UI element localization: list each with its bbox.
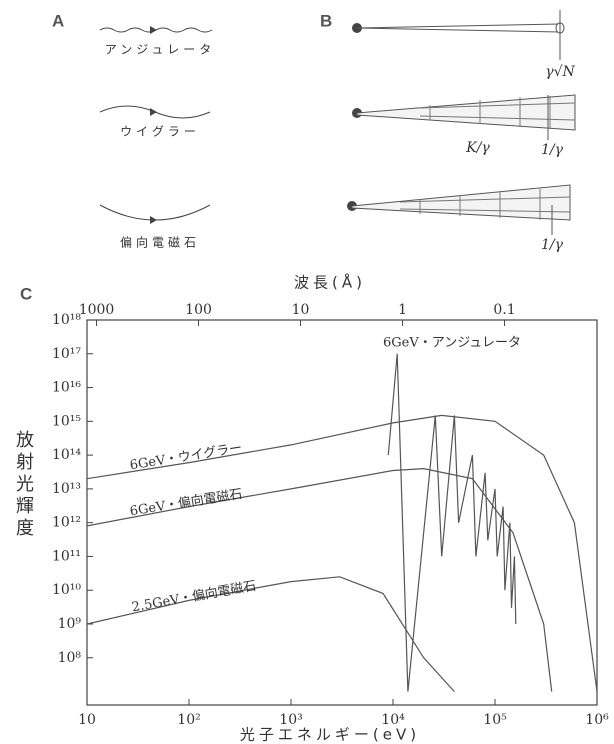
series-label: 6GeV・偏向電磁石 (129, 486, 244, 520)
fan-grid (419, 96, 576, 129)
arrow (150, 108, 157, 116)
series-label: 6GeV・アンジュレータ (383, 336, 521, 351)
item-label: ウイグラー (120, 125, 200, 139)
annotation: γ√N (545, 64, 575, 80)
annotation: 1/γ (541, 142, 564, 158)
y-tick-label: 10⁹ (58, 616, 82, 632)
x2-tick-label: 100 (185, 302, 212, 318)
y-tick-label: 10¹² (52, 515, 81, 531)
cone (356, 23, 561, 33)
plot-area (87, 353, 597, 693)
series-label: 6GeV・ウイグラー (129, 441, 243, 474)
fan-grid (399, 189, 571, 220)
x2-tick-label: 1000 (79, 302, 115, 318)
panel-label: B (320, 11, 332, 30)
panel-label: A (52, 11, 64, 30)
annotation: K/γ (465, 140, 490, 156)
series-line (87, 467, 553, 692)
y-tick-label: 10⁸ (58, 650, 82, 666)
x-tick-label: 10 (78, 712, 96, 728)
y-tick-label: 10¹¹ (52, 548, 81, 564)
series-line (87, 576, 455, 693)
fan (351, 184, 571, 221)
y-tick-label: 10¹³ (52, 481, 81, 497)
fan (356, 94, 576, 131)
item-label: 偏向電磁石 (120, 235, 200, 250)
y-tick-label: 10¹⁷ (52, 346, 81, 362)
bend-path (99, 204, 211, 221)
y-tick-label: 10¹⁸ (52, 312, 81, 328)
item-label: アンジュレータ (105, 43, 215, 57)
series-line (387, 353, 517, 692)
x-tick-label: 10² (177, 712, 200, 728)
y-tick-label: 10¹⁴ (52, 447, 81, 463)
x2-tick-label: 10 (292, 302, 310, 318)
annotation: 1/γ (541, 237, 564, 253)
x2-axis-title: 波長(Å) (294, 273, 366, 292)
x-tick-label: 10⁵ (483, 712, 507, 728)
arrow (150, 26, 157, 34)
x-tick-label: 10⁴ (381, 712, 405, 728)
x-tick-label: 10⁶ (585, 712, 609, 728)
y-axis-title: 放射光輝度 (13, 430, 34, 540)
plot-frame (86, 319, 598, 706)
series-line (87, 414, 597, 692)
series-label: 2.5GeV・偏向電磁石 (131, 578, 258, 616)
y-tick-label: 10¹⁶ (52, 380, 81, 396)
panel-label: C (20, 284, 32, 303)
x2-tick-label: 0.1 (493, 302, 515, 318)
x-axis-title: 光子エネルギー(eV) (240, 726, 420, 744)
x-tick-label: 10³ (279, 712, 302, 728)
y-tick-label: 10¹⁵ (52, 413, 81, 429)
x2-tick-label: 1 (398, 302, 407, 318)
arrow (150, 216, 157, 224)
y-tick-label: 10¹⁰ (52, 582, 81, 598)
